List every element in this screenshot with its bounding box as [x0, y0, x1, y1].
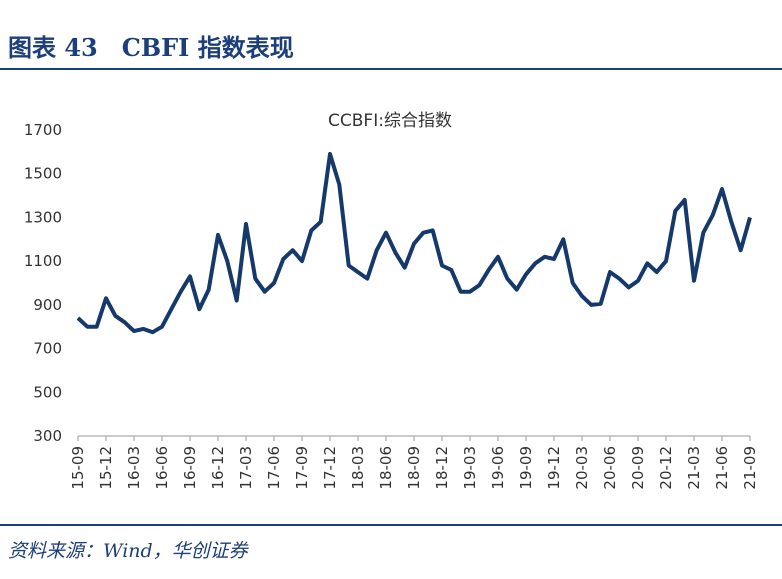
x-tick-label: 18-09: [405, 446, 423, 490]
x-tick-label: 18-06: [377, 446, 395, 490]
x-tick-label: 19-06: [489, 446, 507, 490]
header-title: 图表 43 CBFI 指数表现: [8, 33, 294, 62]
x-tick-label: 20-09: [629, 446, 647, 490]
x-tick-label: 18-03: [349, 446, 367, 490]
x-tick-label: 19-09: [517, 446, 535, 490]
x-tick-label: 17-03: [237, 446, 255, 490]
series-line: [76, 152, 752, 335]
x-tick-label: 20-03: [573, 446, 591, 490]
x-tick-label: 17-09: [293, 446, 311, 490]
y-tick-label: 1500: [24, 165, 62, 183]
y-tick-label: 1700: [24, 121, 62, 139]
source: 资料来源：Wind，华创证券: [8, 540, 248, 562]
x-tick-label: 19-03: [461, 446, 479, 490]
x-tick-label: 21-06: [713, 446, 731, 490]
x-tick-label: 21-09: [741, 446, 759, 490]
x-tick-label: 20-06: [601, 446, 619, 490]
x-tick-label: 16-06: [153, 446, 171, 490]
header-rule: [0, 68, 782, 70]
footer-rule: [0, 524, 782, 526]
x-tick-label: 15-12: [97, 446, 115, 490]
y-tick-label: 900: [33, 296, 62, 314]
x-tick-label: 16-09: [181, 446, 199, 490]
chart: CCBFI:综合指数 300 500 700 900 1100 1300 1500 1700 1…: [24, 111, 759, 490]
y-tick-label: 500: [33, 383, 62, 401]
x-tick-label: 21-03: [685, 446, 703, 490]
x-tick-label: 16-03: [125, 446, 143, 490]
x-tick-label: 19-12: [545, 446, 563, 490]
y-tick-label: 1300: [24, 208, 62, 226]
x-tick-label: 15-09: [69, 446, 87, 490]
x-tick-label: 16-12: [209, 446, 227, 490]
x-tick-label: 17-12: [321, 446, 339, 490]
y-tick-label: 300: [33, 427, 62, 445]
chart-title: CCBFI:综合指数: [328, 111, 452, 131]
x-tick-label: 17-06: [265, 446, 283, 490]
x-tick-label: 18-12: [433, 446, 451, 490]
y-tick-label: 1100: [24, 252, 62, 270]
y-tick-label: 700: [33, 340, 62, 358]
x-tick-label: 20-12: [657, 446, 675, 490]
